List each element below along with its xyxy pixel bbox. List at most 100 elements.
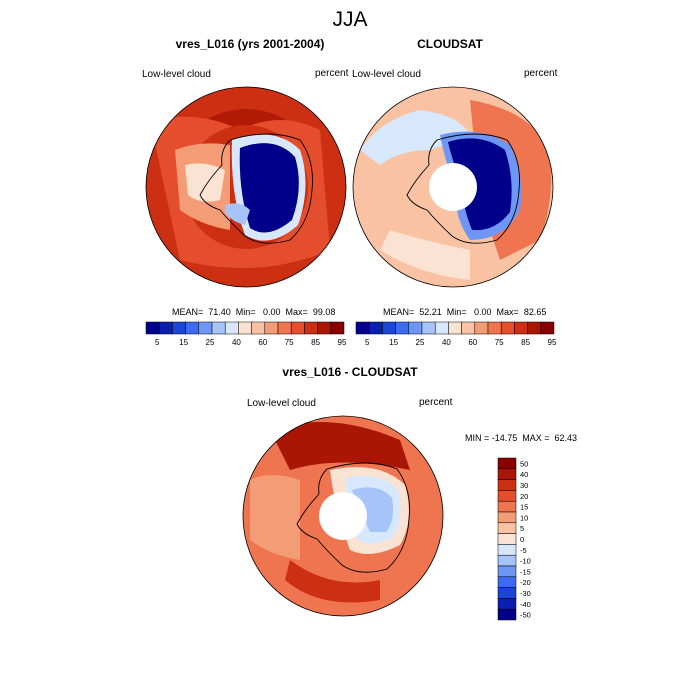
colorbar-2-swatch [421,321,436,335]
colorbar-3-tick-label: 15 [520,503,528,512]
antarctica-coastline-2 [406,133,520,244]
colorbar-3-tick-label: 0 [520,535,524,544]
colorbar-3-swatch [497,598,517,610]
colorbar-1-tick-label: 5 [155,338,160,347]
colorbar-3-swatch [497,500,517,513]
colorbar-2-tick-label: 40 [442,338,451,347]
colorbar-1-swatch [172,321,186,335]
colorbar-2-tick-label: 15 [389,338,398,347]
colorbar-2-swatch [448,321,462,335]
colorbar-1-tick-label: 15 [179,338,188,347]
colorbar-3-tick-label: -40 [520,600,531,609]
panel-2-title: CLOUDSAT [417,37,483,51]
panel-2-units-label: percent [524,68,558,79]
panel-2-variable-label: Low-level cloud [352,69,421,80]
colorbar-1-tick-label: 60 [258,338,267,347]
colorbar-2-swatch [434,321,449,335]
colorbar-3-tick-label: 30 [520,481,528,490]
colorbar-3-swatch [497,608,517,621]
colorbar-1-tick-label: 40 [232,338,241,347]
colorbar-1-swatch [224,321,239,335]
map-model-low-cloud [146,87,346,287]
colorbar-2-tick-label: 60 [468,338,477,347]
colorbar-1-swatch [251,321,266,335]
colorbar-1-swatch [198,321,213,335]
colorbar-2-tick-label: 85 [521,338,530,347]
colorbar-3-swatch [497,468,517,480]
colorbar-3-swatch [497,565,517,578]
colorbar-3-swatch [497,511,517,524]
colorbar-1-swatch [211,321,226,335]
colorbar-3-tick-label: -50 [520,611,531,620]
panel-2-stats: MEAN= 52.21 Min= 0.00 Max= 82.65 [383,307,547,317]
colorbar-2-swatch [408,321,423,335]
colorbar-3-swatch [497,544,517,556]
colorbar-2-swatch [461,321,476,335]
colorbar-3-tick-label: -5 [520,546,527,555]
map-1-border [145,86,347,288]
antarctica-coastline-3 [296,462,410,573]
colorbar-2-swatch [487,321,502,335]
colorbar-2-swatch [382,321,396,335]
figure-title: JJA [332,8,368,31]
colorbar-3-swatch [497,576,517,588]
colorbar-1-tick-label: 95 [338,338,347,347]
colorbar-3-swatch [497,554,517,567]
colorbar-3-swatch [497,490,517,502]
colorbar-1-swatch [330,321,345,335]
colorbar-3-swatch [497,587,517,599]
colorbar-3-tick-label: 5 [520,524,524,533]
colorbar-3-tick-label: -10 [520,557,531,566]
colorbar-1-tick-label: 25 [206,338,215,347]
colorbar-1-swatch [185,321,200,335]
colorbar-3-tick-label: -30 [520,589,531,598]
colorbar-1-swatch [145,321,160,335]
colorbar-2-swatch [474,321,489,335]
colorbar-panel-2: 5 15 25 40 60 75 85 95 [355,321,557,347]
panel-3-title: vres_L016 - CLOUDSAT [282,365,418,379]
map-2-border [352,86,554,288]
colorbar-1-swatch [304,321,318,335]
colorbar-3-tick-label: -20 [520,578,531,587]
colorbar-3-tick-label: 10 [520,513,528,522]
map-3-border [242,415,444,617]
colorbar-3-swatch [497,533,517,545]
colorbar-2-swatch [514,321,528,335]
panel-1-title: vres_L016 (yrs 2001-2004) [175,37,325,51]
colorbar-3-swatch [497,522,517,534]
panel-1-units-label: percent [315,68,349,79]
panel-1-variable-label: Low-level cloud [142,69,211,80]
colorbar-2-tick-label: 25 [416,338,425,347]
colorbar-3-tick-label: 50 [520,459,528,468]
colorbar-1-tick-label: 85 [311,338,320,347]
colorbar-2-swatch [355,321,370,335]
colorbar-2-tick-label: 5 [365,338,370,347]
colorbar-2-tick-label: 75 [495,338,504,347]
panel-3-units-label: percent [419,397,453,408]
colorbar-1-swatch [238,321,252,335]
colorbar-1-swatch [158,321,173,335]
colorbar-3-tick-label: 40 [520,470,528,479]
colorbar-2-swatch [527,321,542,335]
colorbar-2-swatch [540,321,555,335]
colorbar-2-swatch [395,321,410,335]
colorbar-1-swatch [264,321,279,335]
colorbar-3-tick-label: 20 [520,492,528,501]
colorbar-panel-1: 5 15 25 40 60 75 85 95 [145,321,347,347]
colorbar-1-swatch [290,321,305,335]
panel-3-stats: MIN = -14.75 MAX = 62.43 [465,433,578,443]
map-difference-low-cloud [243,416,443,616]
panel-3-variable-label: Low-level cloud [247,398,316,409]
antarctica-coastline-1 [199,133,313,244]
colorbar-2-swatch [500,321,515,335]
colorbar-1-tick-label: 75 [285,338,294,347]
colorbar-2-tick-label: 95 [548,338,557,347]
panel-1-stats: MEAN= 71.40 Min= 0.00 Max= 99.08 [172,307,336,317]
colorbar-3-tick-label: -15 [520,567,531,576]
colorbar-3-swatch [497,457,517,470]
colorbar-3-swatch [497,479,517,491]
colorbar-1-swatch [277,321,292,335]
map-cloudsat-low-cloud [353,87,553,287]
